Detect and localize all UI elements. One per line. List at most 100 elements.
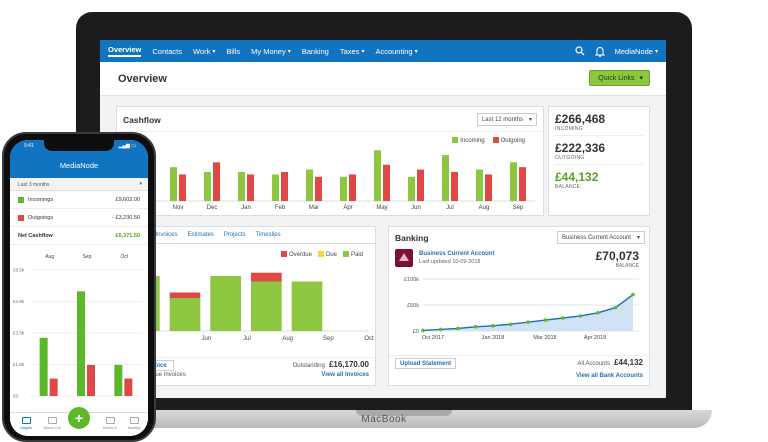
cashflow-title: Cashflow: [123, 115, 161, 125]
balance-point: [561, 316, 565, 320]
incoming-label: INCOMING: [555, 126, 643, 136]
org-menu[interactable]: MediaNode ▾: [615, 47, 658, 56]
phone-incomings-label: Incomings: [28, 197, 54, 203]
x-tick-label: Oct: [120, 254, 128, 260]
x-tick-label: Sep: [323, 336, 334, 342]
outgoing-label: OUTGOING: [555, 155, 643, 165]
x-tick-label: Oct 2017: [422, 335, 444, 341]
tab-estimates[interactable]: Estimates: [187, 232, 214, 238]
phone-tab-icon: [130, 417, 139, 424]
account-name-link[interactable]: Business Current Account: [419, 251, 495, 257]
bar-outgoing: [519, 167, 526, 201]
bar-incoming: [39, 337, 48, 396]
y-tick-label: £0: [13, 394, 19, 399]
add-button[interactable]: +: [68, 407, 90, 429]
outgoing-total: £222,336: [555, 141, 606, 155]
invoice-chart: Jun Jul Aug Sep Oct: [125, 272, 374, 342]
bar-outgoing: [213, 162, 220, 201]
overdue-invoices-link[interactable]: Overdue Invoices: [139, 372, 186, 378]
nav-item-accounting[interactable]: Accounting ▾: [375, 47, 417, 56]
search-icon[interactable]: [575, 46, 585, 56]
bar-outgoing: [383, 164, 390, 201]
all-accounts-value: £44,132: [614, 358, 643, 367]
legend-due: Due: [317, 251, 337, 258]
phone-tab-banking[interactable]: Banking: [127, 426, 141, 430]
y-tick-label: £50k: [407, 303, 419, 309]
phone-outgoings-label: Outgoings: [28, 215, 54, 221]
cashflow-chart: OctNovDecJanFebMarAprMayJunJulAugSep: [127, 150, 535, 211]
quick-links-button[interactable]: Quick Links ▾: [589, 70, 650, 86]
x-tick-label: Mar 2018: [533, 335, 556, 341]
balance-point: [578, 314, 583, 318]
x-tick-label: Sep: [83, 254, 92, 260]
phone-screen: 9:41 ▂▄▆ ▭ MediaNode Last 3 months ▾ Inc…: [10, 140, 148, 436]
x-tick-label: Jun: [411, 205, 421, 211]
x-tick-label: Mar: [309, 205, 319, 211]
phone: 9:41 ▂▄▆ ▭ MediaNode Last 3 months ▾ Inc…: [2, 132, 156, 442]
balance-point: [526, 320, 530, 324]
nav-item-bills[interactable]: Bills: [226, 47, 240, 56]
nav-item-contacts[interactable]: Contacts: [152, 47, 182, 56]
overview-header: Overview Quick Links ▾: [100, 62, 666, 96]
x-tick-label: Feb: [275, 205, 286, 211]
nav-item-banking[interactable]: Banking: [302, 47, 329, 56]
x-tick-label: Dec: [207, 205, 218, 211]
balance-area: [423, 294, 633, 331]
tab-projects[interactable]: Projects: [223, 232, 246, 238]
bank-footer: Upload Statement All Accounts £44,132: [389, 355, 649, 369]
bar-paid: [169, 298, 201, 331]
view-all-invoices-link[interactable]: View all Invoices: [321, 372, 369, 378]
account-balance-label: BALANCE: [615, 263, 639, 269]
balance-total: £44,132: [555, 170, 599, 184]
nav-item-label: Taxes: [339, 46, 360, 56]
view-all-bank-accounts-link[interactable]: View all Bank Accounts: [575, 373, 643, 379]
phone-tab-money-out[interactable]: Money Out: [43, 426, 61, 430]
nav-item-my-money[interactable]: My Money ▾: [251, 47, 291, 56]
x-tick-label: Apr 2018: [584, 335, 606, 341]
phone-tab-money-in[interactable]: Money In: [102, 426, 118, 430]
nav-item-overview[interactable]: Overview: [108, 45, 142, 57]
phone-incomings-row: Incomings £9,602.00: [10, 192, 148, 209]
bank-account-select-value: Business Current Account: [561, 234, 631, 241]
outstanding-label: Outstanding: [292, 363, 325, 369]
bell-icon[interactable]: [594, 46, 605, 57]
phone-period-select[interactable]: Last 3 months ▾: [10, 178, 148, 191]
phone-tab-insights[interactable]: Insights: [19, 426, 33, 430]
bank-account-select[interactable]: Business Current Account ▾: [556, 231, 645, 244]
outgoing-swatch: [18, 215, 24, 221]
chevron-down-icon: ▾: [528, 117, 532, 123]
nav-item-label: Bills: [226, 46, 241, 56]
phone-net-value: £6,371.50: [115, 233, 140, 239]
cashflow-period-select[interactable]: Last 12 months ▾: [476, 113, 537, 126]
bar-outgoing: [87, 364, 95, 396]
outstanding-value: £16,170.00: [328, 360, 369, 369]
chevron-down-icon: ▾: [361, 48, 365, 55]
banking-panel: Banking Business Current Account ▾ Busin…: [388, 226, 650, 386]
bar-outgoing: [315, 176, 322, 201]
tab-invoices[interactable]: Invoices: [155, 232, 178, 238]
bar-incoming: [340, 176, 347, 201]
signal-battery-icon: ▂▄▆ ▭: [118, 143, 136, 149]
account-summary: Business Current Account Last updated 10…: [395, 249, 645, 271]
x-tick-label: Jul: [243, 336, 251, 342]
bar-outgoing: [124, 378, 133, 396]
phone-period-value: Last 3 months: [18, 182, 50, 188]
bar-incoming: [442, 155, 449, 201]
bar-incoming: [476, 169, 483, 201]
balance-point: [596, 311, 600, 315]
nav-item-work[interactable]: Work ▾: [193, 47, 215, 56]
legend-outgoing: Outgoing: [492, 137, 525, 144]
y-tick-label: £6.5k: [13, 268, 25, 273]
upload-statement-button[interactable]: Upload Statement: [395, 358, 457, 369]
phone-title: MediaNode: [59, 161, 99, 170]
tab-timeslips[interactable]: Timeslips: [255, 232, 281, 238]
bar-overdue: [251, 272, 282, 282]
phone-tab-bar: + Insights Money Out Money In Banking: [10, 407, 148, 436]
legend-overdue: Overdue: [280, 251, 312, 258]
x-tick-label: May: [376, 205, 387, 211]
bar-incoming: [114, 364, 123, 396]
nav-item-label: Work: [192, 46, 211, 56]
balance-point: [438, 327, 443, 332]
nav-item-taxes[interactable]: Taxes ▾: [340, 47, 365, 56]
y-tick-label: £1.6k: [13, 362, 25, 367]
